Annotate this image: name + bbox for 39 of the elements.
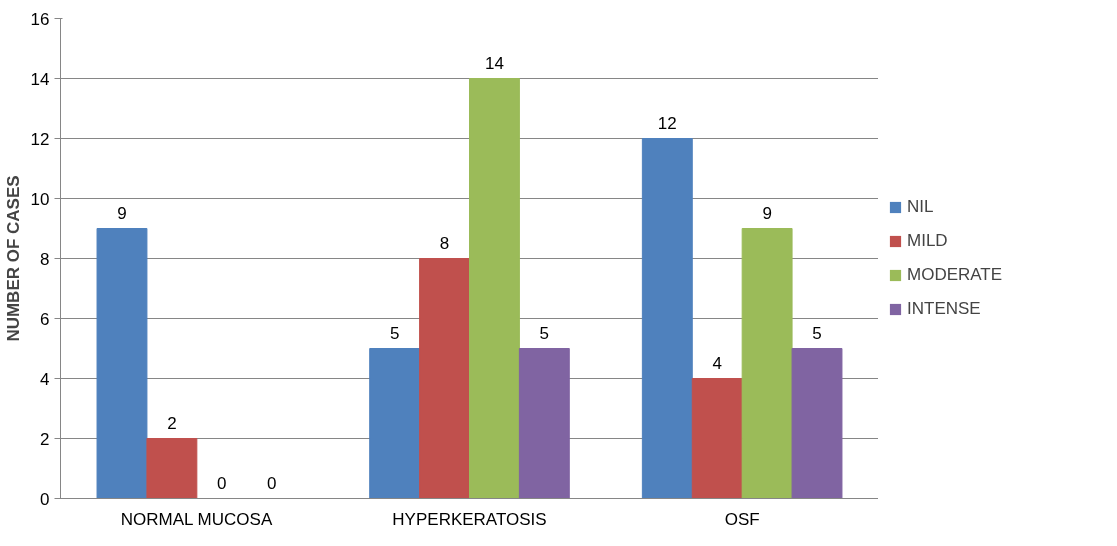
- y-tick-label: 6: [40, 309, 50, 329]
- bar: [146, 438, 198, 499]
- bar: [691, 378, 743, 499]
- y-tick-label: 14: [30, 69, 50, 89]
- data-label: 14: [484, 53, 504, 73]
- bar: [419, 258, 470, 499]
- legend-label: MILD: [907, 231, 948, 251]
- legend-label: MODERATE: [907, 265, 1003, 285]
- x-tick-label: NORMAL MUCOSA: [120, 509, 273, 529]
- data-label: 5: [812, 323, 822, 343]
- legend-label: NIL: [907, 197, 934, 217]
- y-tick-label: 2: [40, 429, 50, 449]
- bar: [641, 138, 693, 499]
- data-label: 9: [762, 203, 772, 223]
- x-tick-label: OSF: [724, 509, 760, 529]
- bar: [518, 348, 570, 499]
- data-label: 9: [117, 203, 127, 223]
- data-label: 0: [266, 473, 277, 493]
- y-tick-label: 4: [40, 369, 50, 389]
- bar: [96, 228, 148, 499]
- y-tick-label: 10: [30, 189, 50, 209]
- y-tick-label: 8: [40, 249, 50, 269]
- y-axis-title: NUMBER OF CASES: [3, 175, 23, 342]
- y-tick-label: 12: [30, 129, 50, 149]
- data-label: 12: [657, 113, 677, 133]
- data-label: 4: [712, 353, 722, 373]
- legend-label: INTENSE: [907, 299, 981, 319]
- data-label: 0: [217, 473, 227, 493]
- y-tick-label: 16: [30, 9, 50, 29]
- data-label: 2: [167, 413, 177, 433]
- bar: [741, 228, 793, 499]
- bar: [369, 348, 421, 499]
- bar: [469, 78, 520, 499]
- bar: [791, 348, 843, 499]
- y-tick-label: 0: [40, 489, 50, 509]
- data-label: 5: [389, 323, 400, 343]
- x-tick-label: HYPERKERATOSIS: [392, 509, 547, 529]
- data-label: 8: [439, 233, 450, 253]
- data-label: 5: [539, 323, 550, 343]
